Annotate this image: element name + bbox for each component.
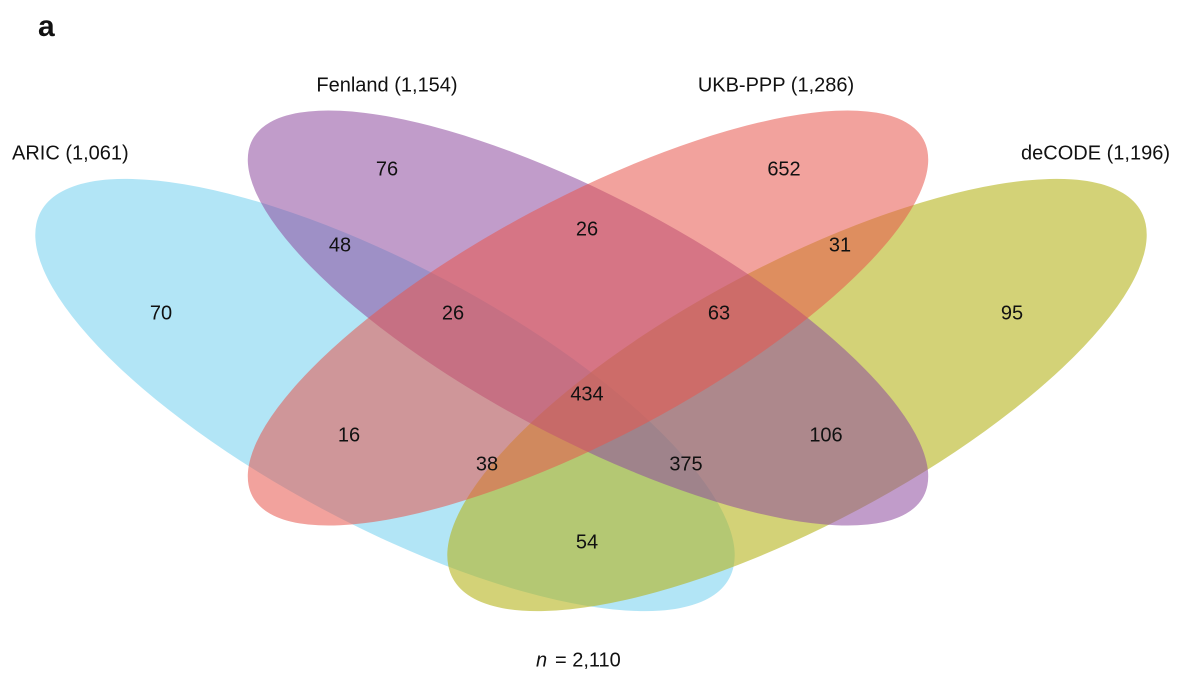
region-count: 54 — [576, 531, 598, 553]
region-count: 48 — [329, 234, 351, 256]
set-label: UKB-PPP (1,286) — [698, 74, 854, 96]
region-count: 434 — [570, 383, 603, 405]
panel-label: a — [38, 10, 55, 43]
region-count: 95 — [1001, 302, 1023, 324]
region-count: 70 — [150, 302, 172, 324]
region-count: 63 — [708, 302, 730, 324]
footnote-text: = 2,110 — [555, 649, 621, 671]
region-count: 106 — [809, 424, 842, 446]
ukb-ellipse — [247, 110, 929, 526]
region-count: 26 — [576, 218, 598, 240]
region-count: 26 — [442, 302, 464, 324]
set-label: Fenland (1,154) — [316, 74, 457, 96]
set-label: ARIC (1,061) — [12, 142, 129, 164]
region-count: 375 — [669, 453, 702, 475]
footnote-variable: n — [536, 649, 547, 671]
region-count: 652 — [767, 158, 800, 180]
region-count: 16 — [338, 424, 360, 446]
region-count: 76 — [376, 158, 398, 180]
region-count: 38 — [476, 453, 498, 475]
region-count: 31 — [829, 234, 851, 256]
set-label: deCODE (1,196) — [1021, 142, 1170, 164]
